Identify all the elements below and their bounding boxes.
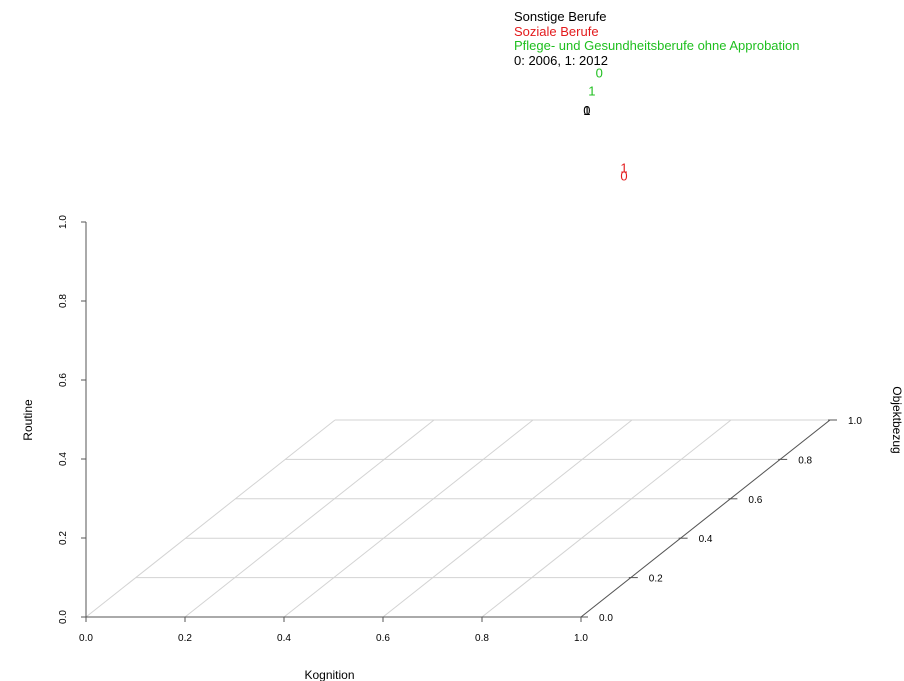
z-tick-label: 1.0 <box>58 215 69 229</box>
y-tick-label: 0.4 <box>699 534 713 545</box>
data-point-label: 0 <box>620 168 627 183</box>
x-axis-title: Kognition <box>304 668 354 681</box>
floor-grid <box>85 419 831 618</box>
grid-line-x <box>283 419 534 618</box>
data-point-label: 0 <box>583 103 590 118</box>
x-tick-label: 0.2 <box>178 633 192 644</box>
data-point-label: 1 <box>583 103 590 118</box>
data-point-label: 0 <box>596 66 603 81</box>
y-tick-label: 0.8 <box>798 455 812 466</box>
x-tick-label: 1.0 <box>574 633 588 644</box>
y-tick-label: 0.2 <box>649 574 663 585</box>
y-tick-label: 1.0 <box>848 416 862 427</box>
legend-item-soziale: Soziale Berufe <box>514 23 599 39</box>
x-tick-label: 0.6 <box>376 633 390 644</box>
x-tick-label: 0.0 <box>79 633 93 644</box>
y-tick-label: 0.6 <box>748 495 762 506</box>
data-point-label: 1 <box>588 83 595 98</box>
y-tick-label: 0.0 <box>599 613 613 624</box>
legend-item-year-key: 0: 2006, 1: 2012 <box>514 52 608 68</box>
grid-line-x <box>85 419 336 618</box>
z-tick-label: 0.0 <box>58 610 69 624</box>
grid-line-x <box>184 419 435 618</box>
axes <box>81 221 837 622</box>
z-tick-label: 0.4 <box>58 452 69 466</box>
x-tick-label: 0.4 <box>277 633 291 644</box>
y-axis-line <box>580 419 831 618</box>
legend-item-pflege: Pflege- und Gesundheitsberufe ohne Appro… <box>514 38 800 53</box>
axis-titles: Kognition Routine Objektbezug <box>21 386 904 681</box>
objektbezug-axis-title: Objektbezug <box>890 386 904 453</box>
grid-line-x <box>382 419 633 618</box>
legend: Sonstige Berufe Soziale Berufe Pflege- u… <box>514 9 800 68</box>
grid-line-x <box>481 419 732 618</box>
tick-labels: 0.0 0.2 0.4 0.6 0.8 1.0 0.0 0.2 0.4 0.6 0.8 1.0 0.0 0… <box>58 215 862 644</box>
x-tick-label: 0.8 <box>475 633 489 644</box>
routine-axis-title: Routine <box>21 399 35 441</box>
legend-item-sonstige: Sonstige Berufe <box>514 9 607 24</box>
z-tick-label: 0.2 <box>58 531 69 545</box>
z-tick-label: 0.6 <box>58 373 69 387</box>
z-tick-label: 0.8 <box>58 294 69 308</box>
data-point-label: 1 <box>620 160 627 175</box>
